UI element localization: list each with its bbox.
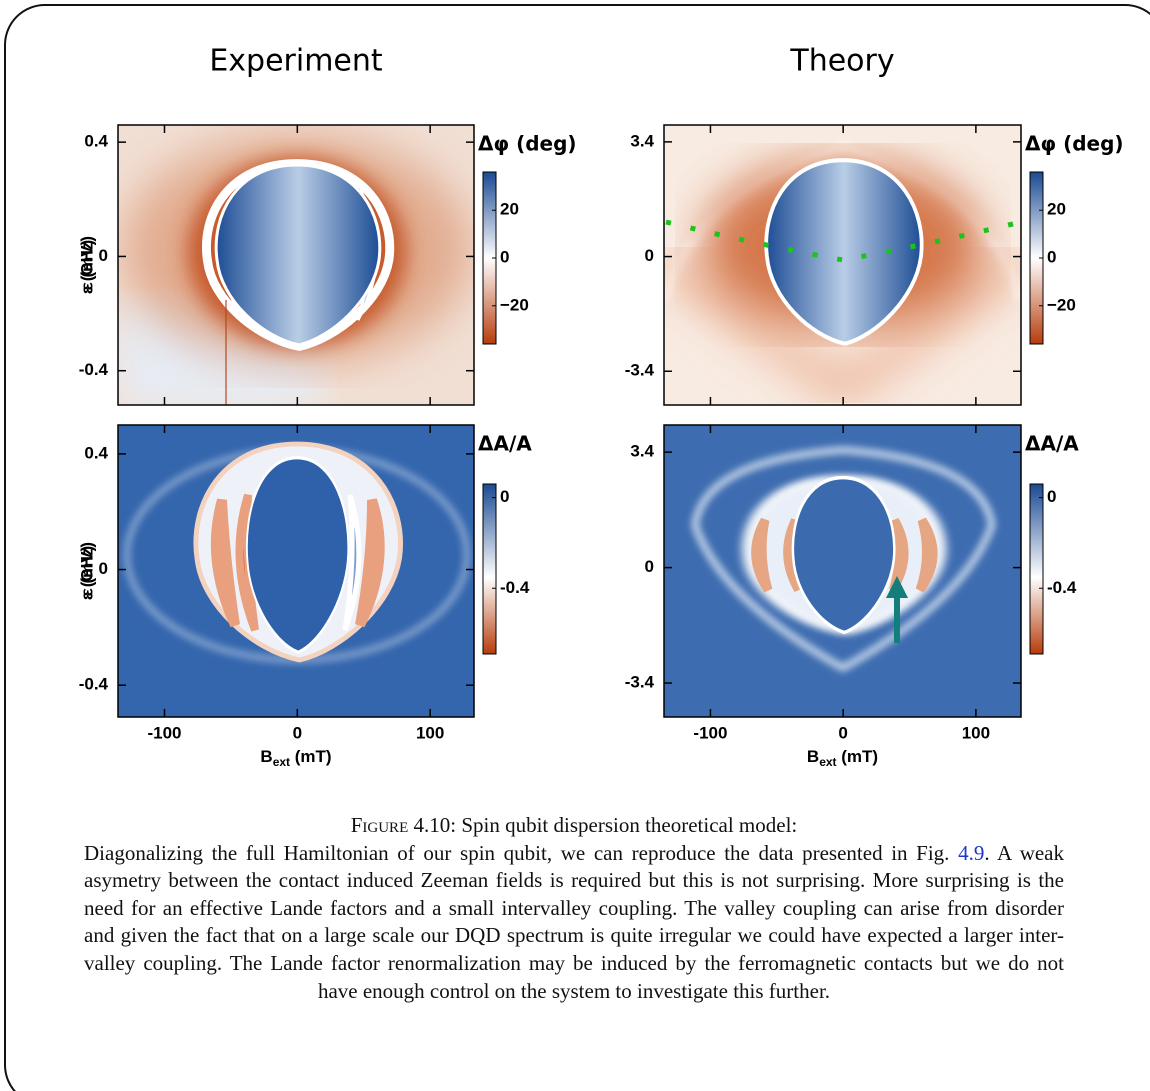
y-tick-label: -0.4 (79, 360, 109, 379)
y-tick-label: 0.4 (84, 132, 108, 151)
x-tick-label: 100 (416, 723, 444, 742)
column-title: Theory (789, 44, 894, 79)
heatmap-image (118, 125, 474, 405)
colorbar (1029, 483, 1044, 655)
colorbar-tick-label: 20 (500, 200, 519, 219)
y-tick-label: 3.4 (630, 442, 654, 461)
caption: Figure 4.10: Spin qubit dispersion theor… (84, 812, 1064, 1005)
x-tick-label: 100 (962, 723, 990, 742)
colorbar-tick-label: 20 (1047, 200, 1066, 219)
x-axis-label-part: (mT) (290, 747, 332, 766)
y-axis-label: ε (GHz) (77, 236, 96, 294)
x-axis-label-part: ext (819, 755, 836, 769)
y-axis-label: ε (mV) (77, 240, 96, 291)
figure-link[interactable]: 4.9 (958, 840, 985, 865)
colorbar (482, 483, 497, 655)
caption-label: Figure 4.10: (350, 813, 457, 837)
y-tick-label: 0 (645, 246, 654, 265)
y-axis-label: ε (mV) (77, 546, 96, 597)
y-tick-label: 0 (99, 246, 108, 265)
caption-title: Spin qubit dispersion theoretical model: (461, 813, 798, 837)
colorbar-label: Δφ (deg) (1025, 132, 1124, 156)
colorbar-tick-label: −20 (1047, 295, 1076, 314)
x-tick-label: -100 (693, 723, 727, 742)
caption-heading: Figure 4.10: Spin qubit dispersion theor… (84, 812, 1064, 840)
colorbar-tick-label: 0 (1047, 247, 1056, 266)
y-tick-label: 0.4 (84, 443, 108, 462)
y-tick-label: 0 (99, 559, 108, 578)
y-tick-label: -3.4 (625, 673, 655, 692)
x-axis-label-part: B (807, 747, 819, 766)
caption-body: Diagonalizing the full Hamiltonian of ou… (84, 840, 1064, 1006)
colorbar-label: ΔA/A (478, 432, 532, 456)
colorbar-tick-label: -0.4 (1047, 578, 1077, 597)
colorbar-tick-label: 0 (1047, 487, 1056, 506)
colorbar-label: ΔA/A (1025, 432, 1079, 456)
colorbar-tick-label: −20 (500, 295, 529, 314)
y-tick-label: -0.4 (79, 675, 109, 694)
x-tick-label: -100 (147, 723, 181, 742)
x-axis-label-part: (mT) (837, 747, 879, 766)
x-axis-label-part: ext (273, 755, 290, 769)
plot-frame (117, 424, 475, 718)
y-axis-label: ε (GHz) (77, 542, 96, 600)
y-tick-label: -3.4 (625, 361, 655, 380)
heatmap-image (664, 425, 1021, 717)
x-tick-label: 0 (838, 723, 847, 742)
plot-frame (117, 124, 475, 406)
colorbar-label: Δφ (deg) (478, 132, 577, 156)
y-tick-label: 0 (645, 557, 654, 576)
column-title: Experiment (209, 44, 383, 79)
caption-text: Diagonalizing the full Hamiltonian of ou… (84, 840, 959, 865)
x-tick-label: 0 (293, 723, 302, 742)
y-tick-label: 3.4 (630, 131, 654, 150)
x-axis-label: Bext (mT) (807, 747, 878, 769)
heatmap-image (118, 425, 474, 717)
frame (4, 4, 1150, 1091)
colorbar-tick-label: 0 (500, 247, 509, 266)
x-axis-label: Bext (mT) (260, 747, 331, 769)
colorbar-tick-label: 0 (500, 487, 509, 506)
x-axis-label-part: B (260, 747, 272, 766)
colorbar-tick-label: -0.4 (500, 578, 530, 597)
caption-text: . A weak asymetry between the contact in… (84, 840, 1064, 1003)
heatmap-image (664, 125, 1021, 405)
